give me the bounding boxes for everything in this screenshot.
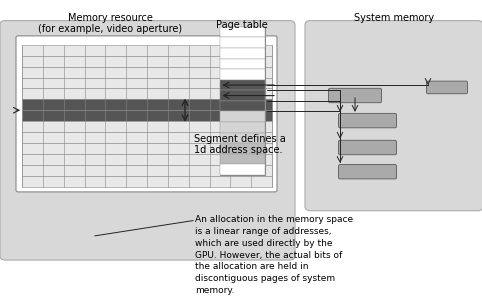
Text: An allocation in the memory space
is a linear range of addresses,
which are used: An allocation in the memory space is a l… <box>195 215 353 295</box>
FancyBboxPatch shape <box>338 140 397 155</box>
Bar <box>22 56 272 67</box>
Bar <box>22 110 272 121</box>
Bar <box>219 164 265 175</box>
Bar <box>219 112 265 122</box>
Bar <box>22 67 272 78</box>
Bar <box>22 132 272 143</box>
Bar <box>22 121 272 132</box>
Bar <box>219 38 265 48</box>
Text: Segment defines a
1d address space.: Segment defines a 1d address space. <box>194 134 286 155</box>
Bar <box>22 154 272 165</box>
Bar <box>219 58 265 69</box>
Text: Page table: Page table <box>216 20 268 30</box>
FancyBboxPatch shape <box>305 21 482 211</box>
Bar <box>22 45 272 56</box>
FancyBboxPatch shape <box>0 21 295 260</box>
Bar <box>219 133 265 143</box>
Bar <box>219 90 265 101</box>
Bar <box>219 122 265 133</box>
Bar <box>219 27 265 175</box>
Text: Memory resource
(for example, video aperture): Memory resource (for example, video aper… <box>38 12 182 34</box>
Bar <box>22 176 272 187</box>
Bar <box>219 101 265 112</box>
Bar <box>22 78 272 88</box>
FancyBboxPatch shape <box>329 88 381 103</box>
Bar <box>219 80 265 90</box>
Text: System memory: System memory <box>354 12 434 22</box>
Bar <box>219 143 265 154</box>
Bar <box>219 69 265 80</box>
Bar <box>22 143 272 154</box>
FancyBboxPatch shape <box>338 165 397 179</box>
Bar <box>219 27 265 38</box>
Bar <box>22 99 272 110</box>
Bar <box>219 48 265 58</box>
Bar <box>219 154 265 164</box>
FancyBboxPatch shape <box>427 81 468 94</box>
Bar <box>22 165 272 176</box>
Bar <box>22 88 272 99</box>
FancyBboxPatch shape <box>338 113 397 128</box>
FancyBboxPatch shape <box>16 36 277 192</box>
